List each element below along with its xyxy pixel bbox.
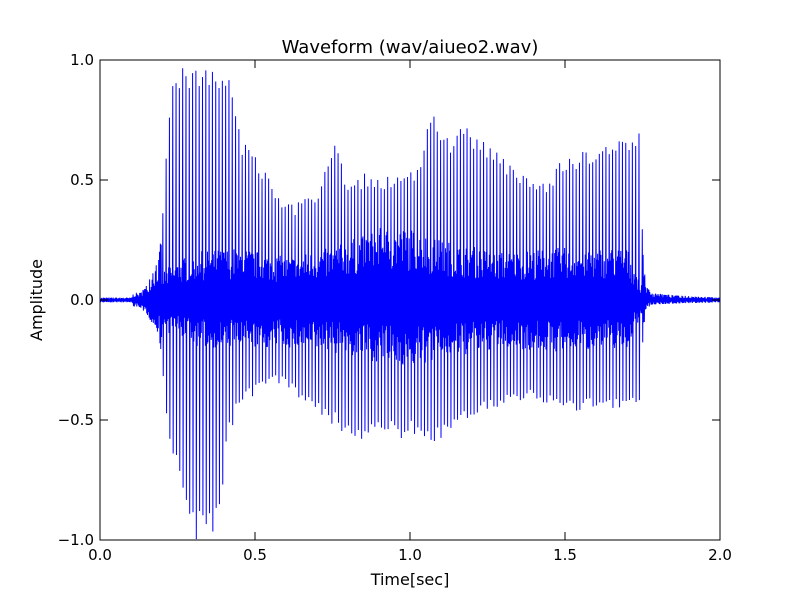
- axis-ticks: 0.0 0.5 1.0 1.5 2.0 −1.0 −0.5 0.0 0.5 1.0: [58, 51, 732, 564]
- chart-title: Waveform (wav/aiueo2.wav): [282, 37, 539, 58]
- x-tick-label: 0.0: [88, 546, 112, 564]
- y-tick-label: −0.5: [58, 411, 94, 429]
- y-tick-label: −1.0: [58, 531, 94, 549]
- y-tick-label: 1.0: [70, 51, 94, 69]
- waveform-line: [99, 68, 721, 540]
- x-axis-label: Time[sec]: [370, 570, 450, 589]
- x-tick-label: 1.5: [553, 546, 577, 564]
- y-axis-label: Amplitude: [27, 259, 46, 341]
- x-tick-label: 0.5: [243, 546, 267, 564]
- plot-area: [99, 68, 721, 540]
- y-tick-label: 0.0: [70, 291, 94, 309]
- x-tick-label: 2.0: [708, 546, 732, 564]
- x-tick-label: 1.0: [398, 546, 422, 564]
- y-tick-label: 0.5: [70, 171, 94, 189]
